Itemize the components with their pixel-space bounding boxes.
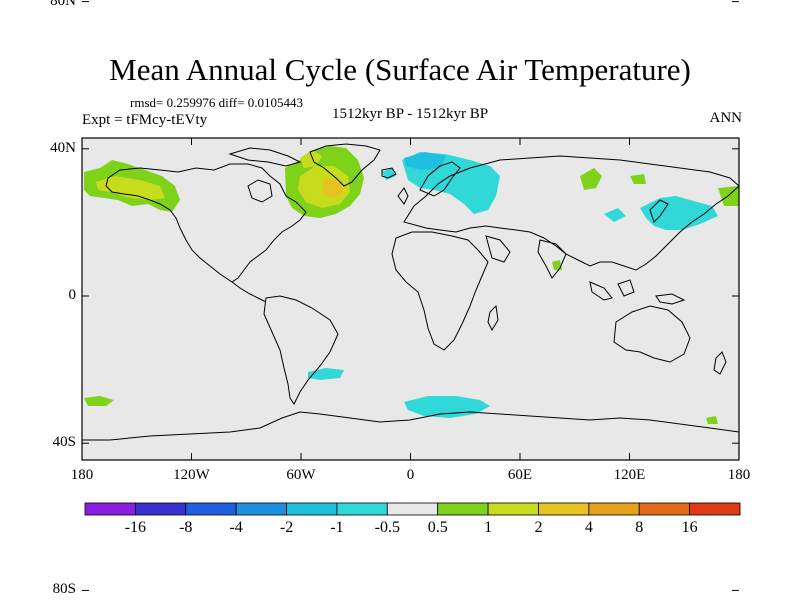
lat-tick-label: 80N (50, 0, 76, 9)
colorbar-label: 16 (681, 519, 698, 536)
axis-ticks (81, 1, 740, 591)
colorbar-swatch (185, 502, 237, 516)
colorbar-label: 4 (584, 519, 593, 536)
colorbar-label: 8 (635, 519, 644, 536)
period-label: 1512kyr BP - 1512kyr BP (331, 106, 489, 122)
chart-title: Mean Annual Cycle (Surface Air Temperatu… (109, 52, 691, 87)
colorbar-swatch (134, 502, 187, 516)
anomaly-patch-japan (640, 196, 718, 230)
colorbar-swatch (386, 502, 439, 516)
colorbar-swatch (588, 502, 640, 516)
lon-tick-label: 120W (173, 467, 210, 483)
experiment-label: Expt = tFMcy-tEVty (82, 112, 208, 128)
lat-tick-label: 0 (68, 287, 77, 303)
lat-tick-label: 40S (52, 434, 76, 451)
anomaly-patch-south-pacific (84, 396, 114, 406)
coast-iceland (381, 167, 397, 179)
coast-madagascar (487, 304, 499, 332)
coast-new-zealand (713, 351, 727, 375)
coast-uk (397, 187, 409, 205)
colorbar (84, 502, 741, 516)
map-panel (82, 138, 739, 460)
anomaly-patch-scandinavia-inner (404, 152, 446, 170)
colorbar-swatch (487, 502, 539, 516)
colorbar-label: -16 (124, 519, 147, 536)
colorbar-swatch (84, 502, 136, 516)
colorbar-label: -4 (229, 519, 243, 536)
coast-hudson-bay (247, 179, 273, 203)
coast-south-america (263, 295, 339, 405)
colorbar-swatch (235, 502, 287, 516)
coast-arctic-islands (228, 147, 302, 167)
coast-india (537, 239, 567, 279)
lat-tick-label: 80S (52, 581, 76, 598)
lon-tick-label: 0 (406, 467, 415, 483)
colorbar-label: 1 (484, 519, 493, 536)
anomaly-patch-south-atlantic (308, 368, 344, 380)
colorbar-label: -1 (330, 519, 344, 536)
coast-north-america (105, 163, 307, 283)
coast-sumatra (589, 281, 613, 301)
season-label: ANN (709, 110, 743, 126)
anomaly-patch-alaska-inner (96, 176, 165, 200)
colorbar-label: -8 (179, 519, 193, 536)
anomaly-patch-ross (706, 416, 718, 424)
colorbar-label: 0.5 (427, 519, 448, 536)
coast-eurasia (403, 155, 740, 271)
anomaly-fields (84, 146, 739, 424)
coast-africa (391, 231, 489, 351)
coast-australia (613, 305, 691, 363)
anomaly-patch-labrador-core (322, 178, 344, 198)
anomaly-patch-atlantic (552, 260, 562, 270)
colorbar-label: -0.5 (374, 519, 400, 536)
anomaly-patch-china-small (604, 208, 626, 222)
colorbar-swatch (638, 502, 691, 516)
anomaly-patch-siberia (580, 168, 602, 190)
coast-new-guinea (655, 293, 686, 305)
anomaly-patch-nwpacific (630, 174, 646, 184)
colorbar-swatch (437, 502, 489, 516)
coast-arabia (485, 235, 511, 263)
lon-tick-label: 60E (507, 467, 533, 483)
lon-tick-label: 120E (613, 467, 646, 483)
coast-japan (649, 199, 669, 223)
colorbar-label: -2 (279, 519, 294, 536)
coast-borneo (617, 279, 635, 297)
coastlines (82, 143, 740, 441)
stats-line: rmsd= 0.259976 diff= 0.0105443 (130, 95, 303, 110)
lon-tick-label: 60W (286, 467, 316, 483)
lon-tick-label: 180 (70, 467, 94, 483)
coast-antarctica (82, 411, 740, 441)
lon-tick-label: 180 (727, 467, 751, 483)
colorbar-swatch (286, 502, 338, 516)
coast-scandinavia (419, 161, 461, 197)
coast-greenland (309, 143, 381, 187)
coast-central-america (231, 281, 267, 303)
lat-tick-label: 40N (50, 139, 76, 156)
colorbar-label: 2 (534, 519, 543, 536)
colorbar-swatch (336, 502, 388, 516)
colorbar-swatch (689, 502, 741, 516)
colorbar-swatch (538, 502, 590, 516)
